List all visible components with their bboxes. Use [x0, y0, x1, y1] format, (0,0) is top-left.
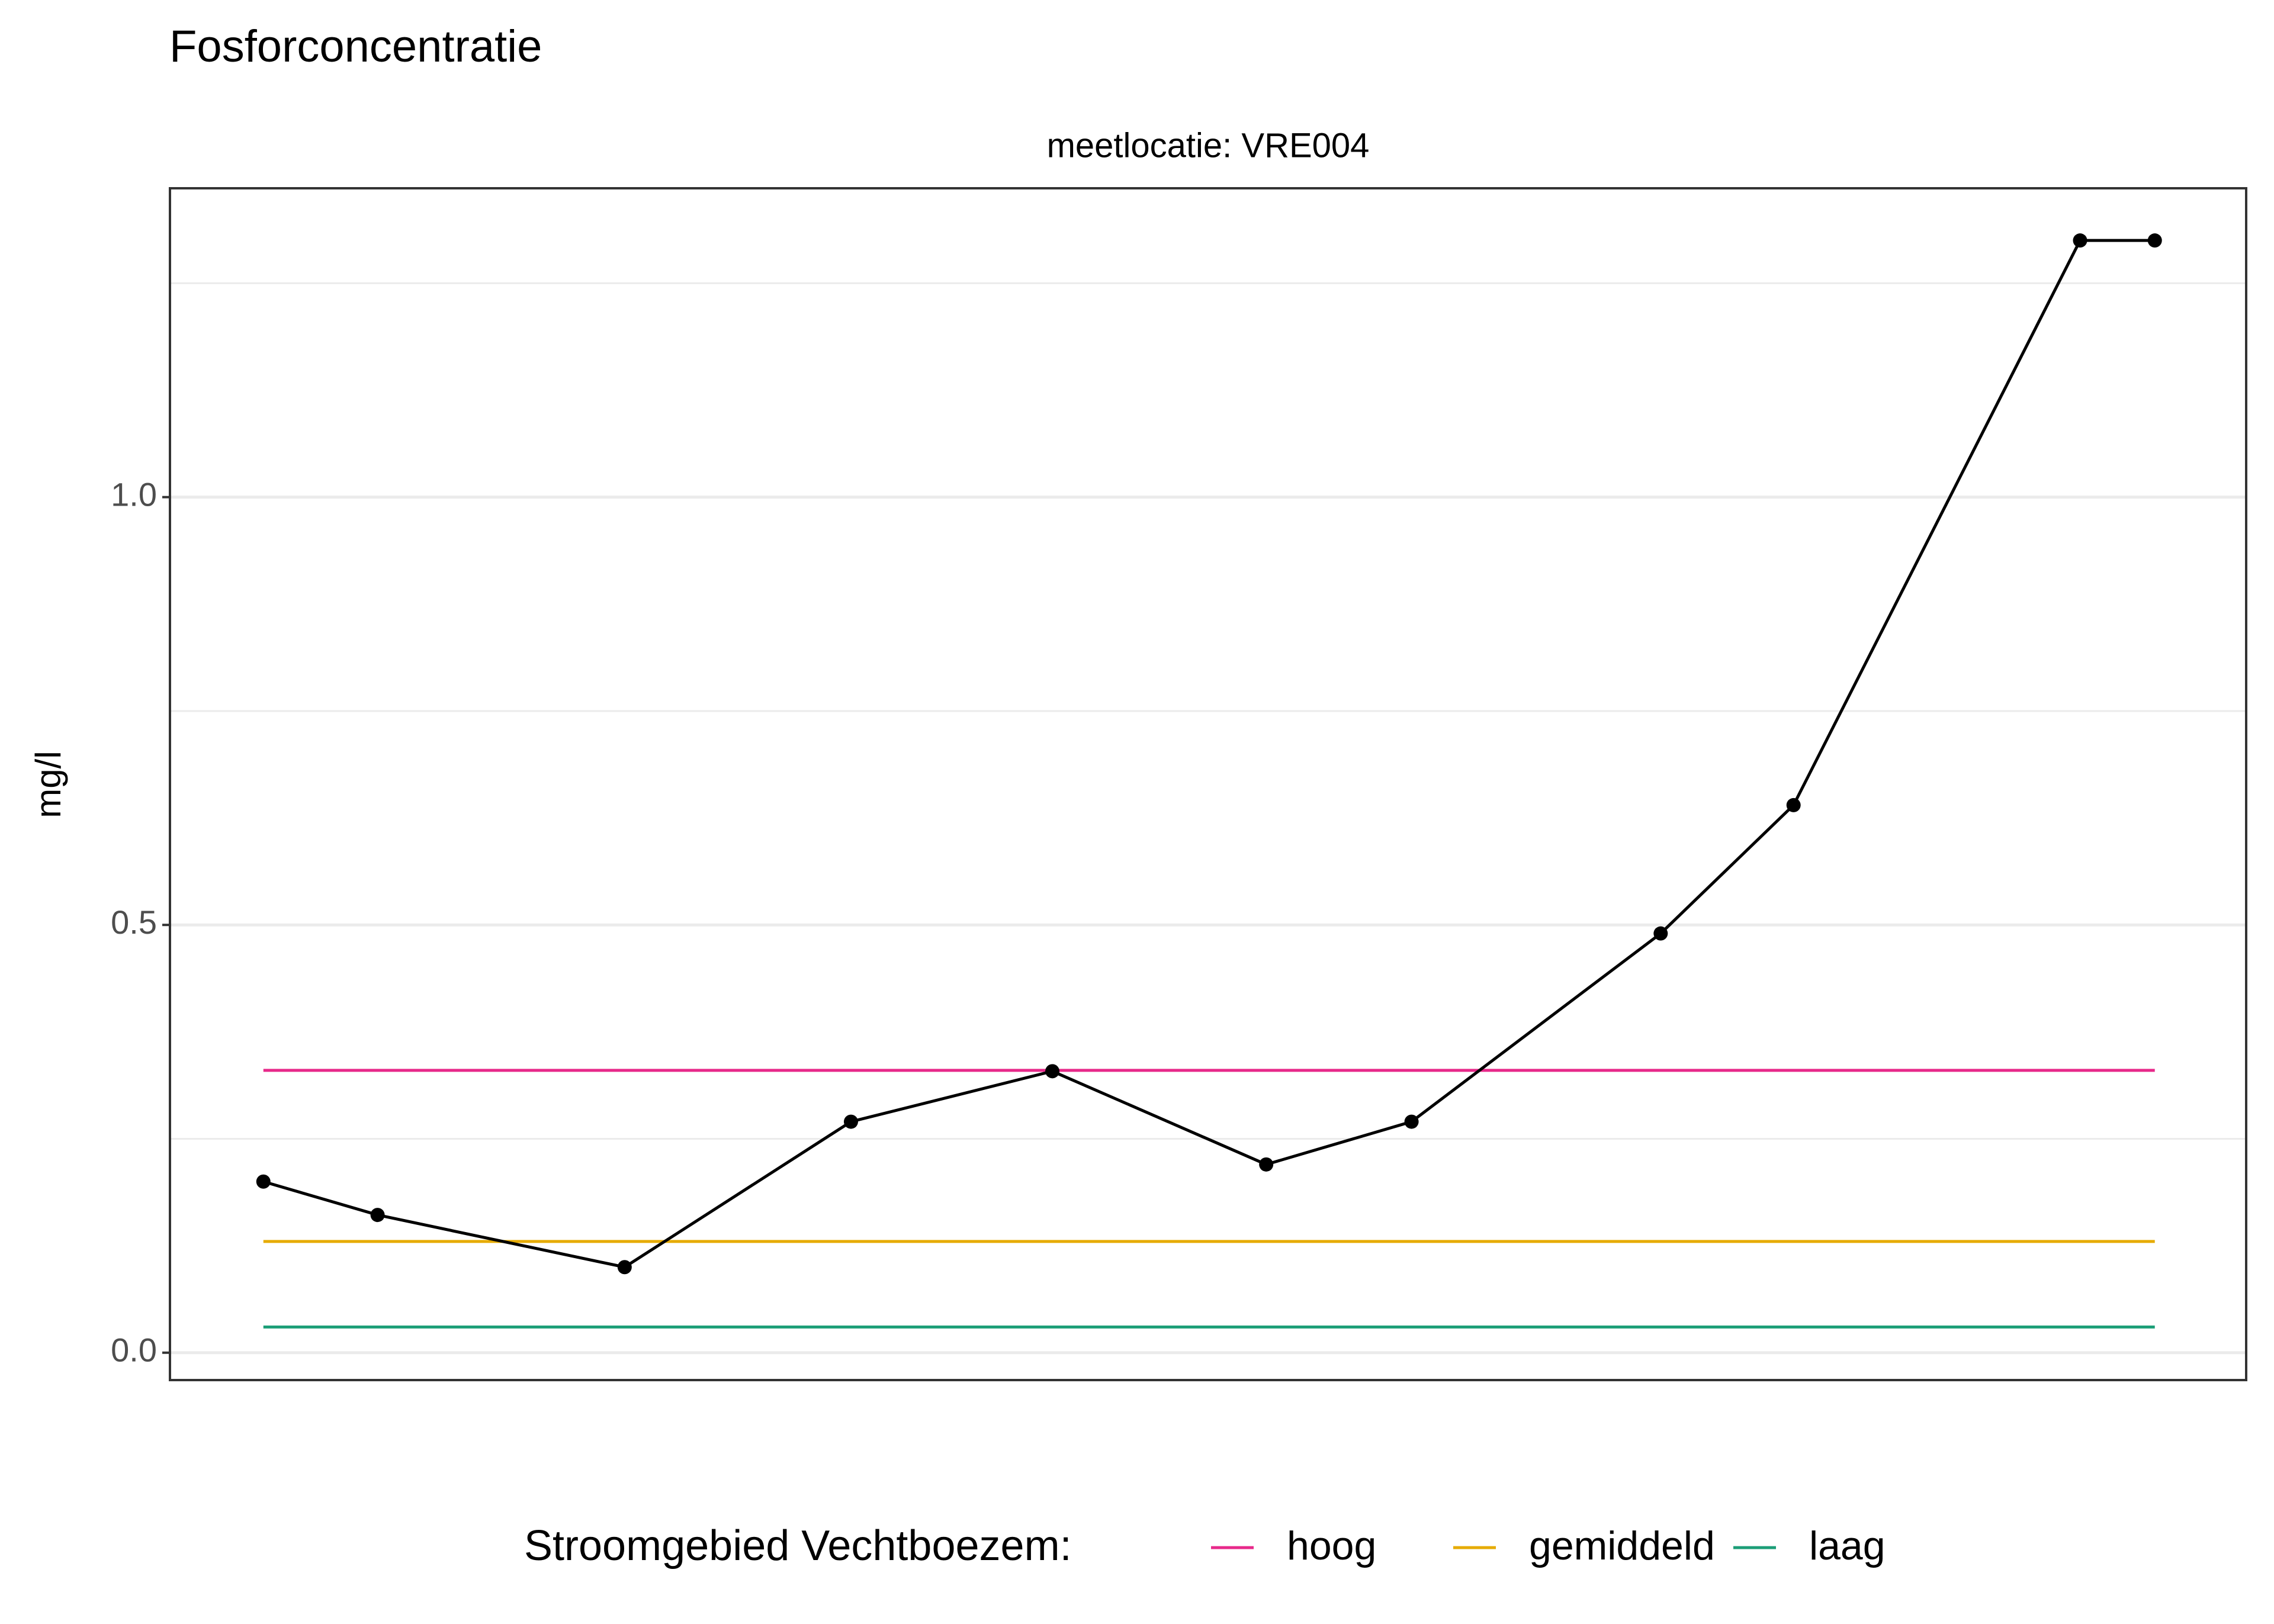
- data-point: [370, 1208, 385, 1223]
- facet-label: meetlocatie: VRE004: [1047, 126, 1370, 165]
- data-point: [617, 1260, 632, 1275]
- data-point: [1404, 1114, 1419, 1129]
- data-point: [2147, 233, 2162, 248]
- data-point: [1786, 797, 1801, 812]
- legend-label: gemiddeld: [1529, 1523, 1715, 1568]
- y-tick-label: 1.0: [111, 475, 157, 513]
- data-point: [256, 1174, 271, 1189]
- data-point: [1045, 1064, 1060, 1079]
- data-point: [2073, 233, 2087, 248]
- data-point: [1259, 1157, 1274, 1172]
- chart-title: Fosforconcentratie: [169, 21, 542, 72]
- data-point: [1653, 926, 1668, 941]
- y-tick-label: 0.0: [111, 1332, 157, 1369]
- panel-border: [169, 187, 2247, 1381]
- legend-title: Stroomgebied Vechtboezem:: [524, 1522, 1072, 1570]
- y-axis-label: mg/l: [28, 751, 68, 818]
- data-point: [843, 1114, 858, 1129]
- legend-label: laag: [1809, 1523, 1886, 1568]
- legend-label: hoog: [1287, 1523, 1376, 1568]
- y-tick-label: 0.5: [111, 903, 157, 941]
